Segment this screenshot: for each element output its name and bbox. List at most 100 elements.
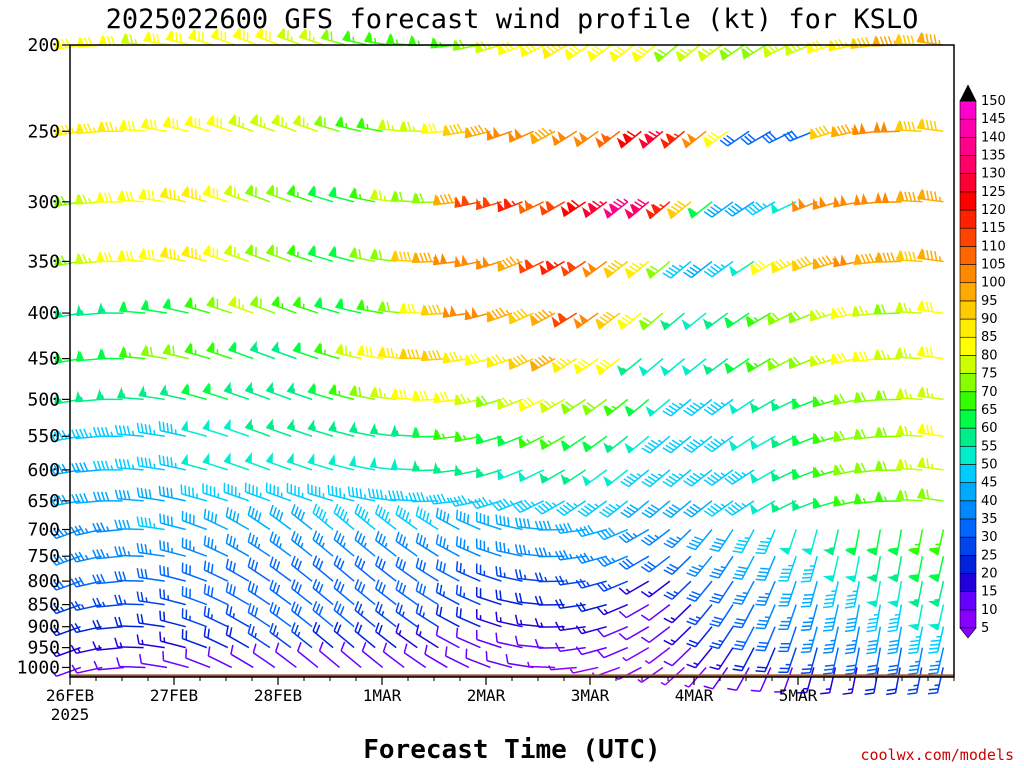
wind-barb — [778, 555, 797, 582]
wind-barb — [662, 398, 692, 417]
wind-barb — [874, 251, 902, 263]
wind-barb — [783, 130, 815, 142]
wind-barb — [719, 130, 750, 147]
wind-barb — [865, 556, 882, 583]
wind-barb — [118, 300, 146, 314]
wind-barb — [388, 490, 418, 502]
wind-barb — [778, 580, 797, 607]
wind-barb — [269, 622, 292, 649]
wind-barb — [354, 530, 376, 557]
wind-barb — [514, 569, 544, 582]
wind-barb — [581, 398, 608, 416]
wind-barb — [596, 603, 629, 616]
wind-barb — [328, 383, 355, 401]
wind-barb — [455, 584, 481, 606]
wind-barb — [709, 529, 734, 552]
wind-barb — [616, 358, 642, 376]
wind-barb — [455, 561, 481, 582]
wind-barb — [534, 638, 565, 649]
wind-barb — [415, 532, 439, 557]
wind-barb — [92, 619, 123, 630]
wind-barbs-layer — [49, 27, 945, 696]
wind-barb — [333, 530, 355, 557]
colorbar-label: 30 — [981, 530, 998, 545]
wind-barb — [475, 538, 502, 557]
y-tick-label: 600 — [27, 460, 60, 481]
wind-barb — [539, 435, 565, 451]
wind-barb — [455, 509, 481, 531]
wind-barb — [529, 309, 556, 327]
wind-barb — [185, 648, 211, 669]
colorbar-swatch — [959, 373, 977, 393]
colorbar-label: 125 — [981, 185, 1006, 200]
wind-barb — [907, 647, 924, 676]
colorbar-swatch — [959, 573, 977, 592]
wind-barb — [732, 626, 755, 651]
wind-barb — [291, 530, 313, 557]
wind-barb — [159, 610, 186, 628]
wind-barb — [428, 493, 460, 505]
colorbar-label: 20 — [981, 566, 998, 581]
wind-barb — [686, 604, 713, 626]
wind-barb — [616, 130, 642, 149]
wind-barb — [348, 384, 376, 401]
wind-barb — [375, 579, 397, 606]
wind-barb — [415, 557, 439, 582]
wind-barb — [356, 116, 383, 133]
colorbar-swatch — [959, 173, 977, 193]
wind-barb — [136, 613, 165, 628]
wind-barb — [663, 528, 692, 549]
wind-barb — [158, 454, 186, 471]
wind-barb — [92, 427, 123, 438]
wind-barb — [203, 583, 229, 606]
wind-barb — [662, 500, 692, 519]
wind-barb — [495, 632, 523, 649]
wind-barb — [158, 485, 186, 502]
wind-barb — [181, 537, 208, 557]
colorbar-swatch — [959, 100, 977, 120]
wind-barb — [202, 184, 229, 203]
wind-barb — [138, 187, 165, 203]
wind-barb — [895, 424, 923, 437]
wind-barb — [476, 255, 502, 270]
wind-barb — [435, 625, 460, 649]
colorbar-swatch — [959, 591, 977, 611]
wind-barb — [874, 426, 902, 438]
wind-barb — [928, 556, 945, 583]
wind-barb — [464, 124, 491, 139]
wind-barb — [114, 546, 144, 557]
wind-barb — [702, 358, 729, 375]
wind-barb — [675, 44, 701, 63]
wind-barb — [49, 527, 81, 540]
wind-barb — [136, 516, 165, 531]
wind-barb — [159, 186, 186, 203]
wind-barb — [162, 651, 189, 669]
wind-barb — [312, 530, 334, 557]
wind-barb — [180, 383, 208, 401]
wind-barb — [703, 469, 734, 486]
wind-barb — [766, 357, 793, 371]
wind-barb — [318, 641, 340, 669]
wind-barb — [202, 483, 229, 502]
wind-barb — [641, 500, 671, 519]
wind-barb — [575, 552, 607, 564]
wind-barb — [312, 578, 334, 606]
wind-barb — [895, 387, 923, 401]
wind-barb — [800, 580, 818, 608]
wind-barb — [732, 580, 755, 605]
wind-barb — [534, 617, 565, 628]
wind-barb — [92, 460, 123, 471]
ground-layer — [70, 674, 954, 677]
wind-barb — [307, 382, 334, 401]
wind-barb — [138, 247, 165, 263]
wind-barb — [415, 581, 439, 606]
wind-barb — [269, 556, 292, 582]
wind-barb — [454, 464, 481, 476]
wind-barb — [703, 398, 734, 416]
wind-barb — [286, 452, 313, 471]
wind-barb — [895, 457, 923, 471]
wind-barb — [534, 572, 565, 583]
wind-barb — [95, 388, 123, 401]
wind-barb — [247, 623, 271, 649]
colorbar-swatch — [959, 482, 977, 502]
